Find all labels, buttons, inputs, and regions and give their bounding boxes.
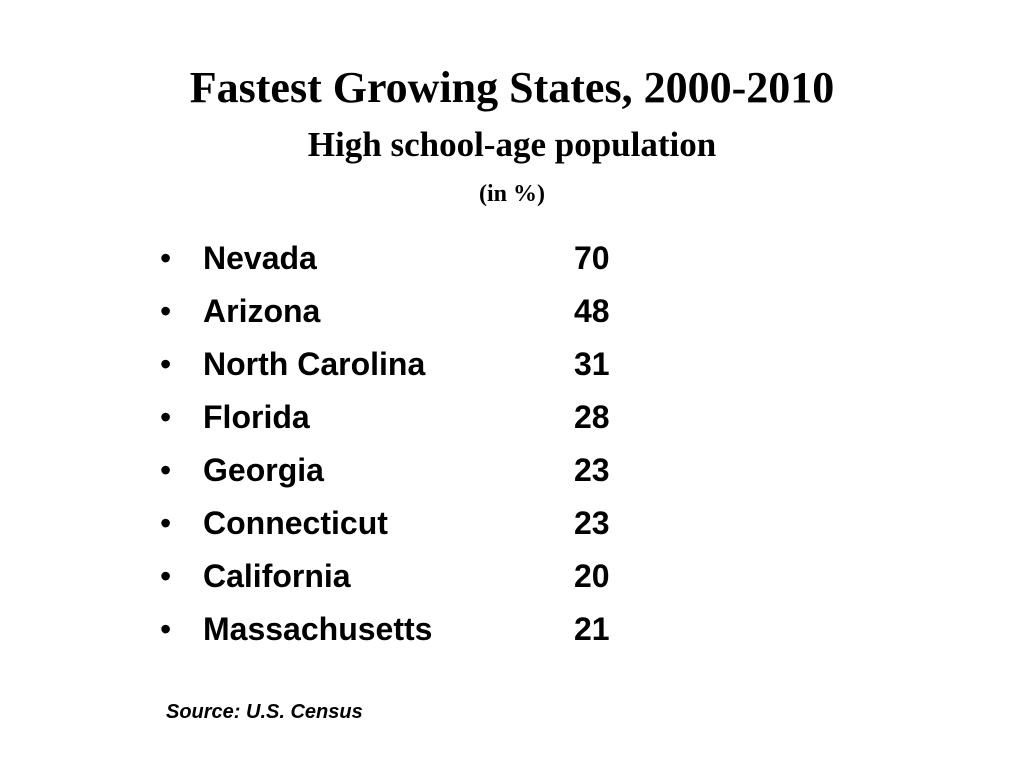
- source-note: Source: U.S. Census: [166, 701, 363, 723]
- growth-value: 23: [574, 452, 610, 488]
- growth-value: 31: [574, 346, 610, 382]
- unit-label: (in %): [479, 181, 545, 207]
- state-name: North Carolina: [203, 346, 426, 382]
- state-name: Florida: [203, 399, 310, 435]
- growth-value: 20: [574, 558, 610, 594]
- bullet-icon: •: [160, 293, 172, 329]
- state-name: Arizona: [203, 293, 321, 329]
- state-name: Connecticut: [203, 505, 388, 541]
- bullet-icon: •: [160, 505, 172, 541]
- state-name: Nevada: [203, 240, 317, 276]
- slide-subtitle: High school-age population: [307, 125, 717, 164]
- bullet-icon: •: [160, 558, 172, 594]
- growth-value: 21: [574, 611, 610, 647]
- growth-value: 70: [574, 240, 610, 276]
- state-name: Massachusetts: [203, 611, 433, 647]
- growth-value: 48: [574, 293, 610, 329]
- growth-value: 23: [574, 505, 610, 541]
- growth-value: 28: [574, 399, 610, 435]
- state-name: California: [203, 558, 351, 594]
- bullet-icon: •: [160, 452, 172, 488]
- bullet-icon: •: [160, 611, 172, 647]
- slide-title: Fastest Growing States, 2000-2010: [189, 63, 835, 112]
- bullet-icon: •: [160, 346, 172, 382]
- state-name: Georgia: [203, 452, 324, 488]
- bullet-icon: •: [160, 240, 172, 276]
- bullet-icon: •: [160, 399, 172, 435]
